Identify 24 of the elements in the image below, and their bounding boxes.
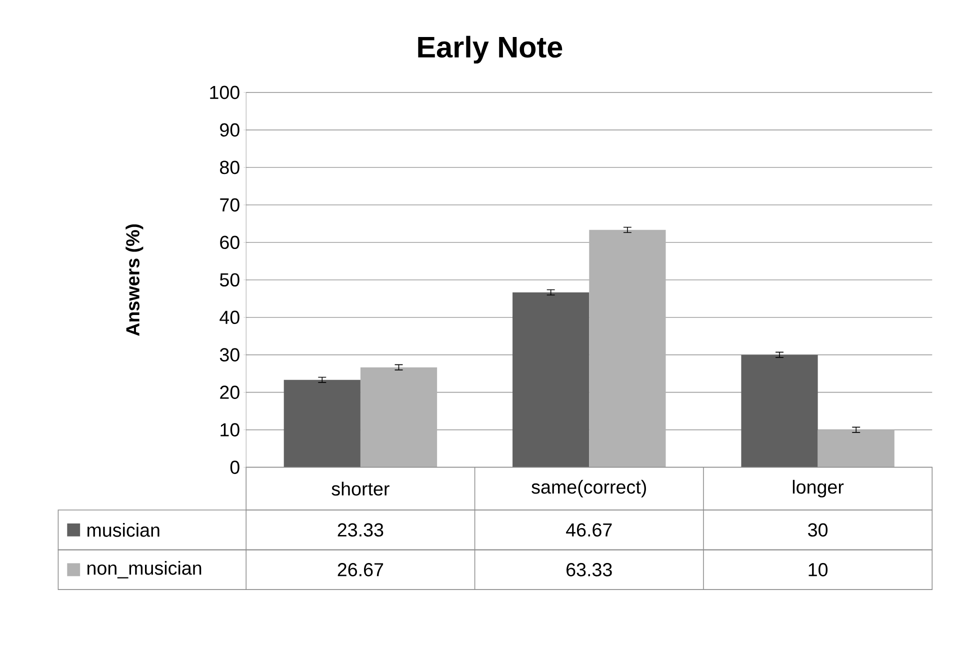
chart-title: Early Note [418, 36, 562, 64]
y-tick-label: 70 [220, 198, 240, 212]
y-tick-label: 80 [220, 160, 240, 174]
y-tick-label: 20 [220, 386, 240, 399]
legend-label: musician [87, 522, 160, 537]
y-tick-label: 30 [220, 348, 240, 362]
y-tick-label: 90 [220, 123, 240, 137]
x-tick-label: same(correct) [532, 480, 646, 498]
y-tick-label: 50 [220, 273, 240, 286]
y-tick-label: 60 [220, 236, 240, 249]
data-label: 26.67 [338, 562, 384, 576]
data-label: 63.33 [566, 562, 612, 576]
data-label: 46.67 [566, 523, 612, 536]
data-label: 30 [808, 523, 828, 536]
y-tick-label: 40 [220, 310, 240, 324]
x-tick-label: longer [792, 480, 844, 498]
y-tick-label: 0 [230, 460, 240, 474]
y-tick-label: 10 [220, 423, 240, 436]
y-tick-label: 100 [210, 86, 240, 100]
data-label: 10 [808, 562, 828, 576]
x-tick-label: shorter [332, 482, 390, 496]
data-label: 23.33 [338, 523, 384, 536]
legend-label: non_musician [87, 560, 202, 578]
y-axis-title: Answers (%) [126, 224, 144, 336]
